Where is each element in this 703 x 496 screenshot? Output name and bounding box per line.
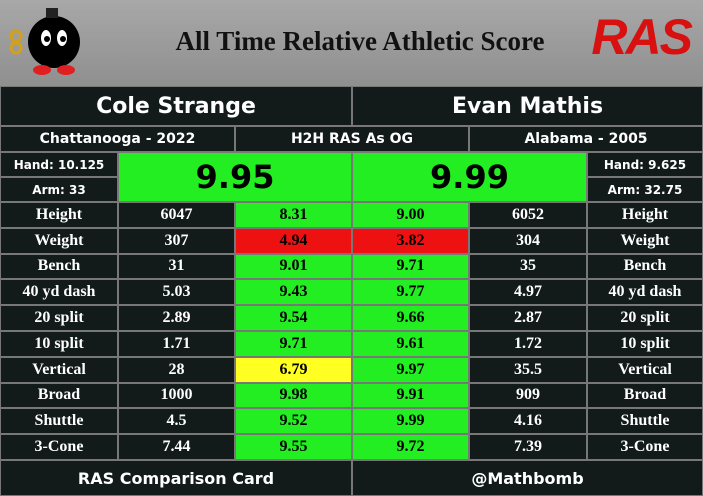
- metric-label: Weight: [587, 227, 703, 254]
- measurement: 307: [118, 227, 235, 254]
- metric-score: 9.55: [235, 434, 352, 460]
- hand-size: Hand: 10.125: [0, 152, 118, 177]
- measurement: 35.5: [469, 356, 587, 383]
- metric-score: 8.31: [235, 202, 352, 228]
- title: All Time Relative Athletic Score: [175, 26, 545, 56]
- metric-label: 40 yd dash: [587, 279, 703, 306]
- column-label: H2H RAS As OG: [235, 126, 469, 152]
- measurement: 304: [469, 227, 587, 254]
- measurement: 6047: [118, 202, 235, 228]
- metric-score: 4.94: [235, 227, 352, 254]
- ras-score: 9.95: [118, 152, 352, 202]
- measurement: 7.39: [469, 434, 587, 460]
- metric-label: Height: [0, 202, 118, 228]
- measurement: 909: [469, 382, 587, 409]
- measurement: 4.16: [469, 408, 587, 435]
- metric-score: 9.99: [352, 408, 469, 435]
- hand-size: Hand: 9.625: [587, 152, 703, 177]
- measurement: 4.5: [118, 408, 235, 435]
- measurement: 4.97: [469, 279, 587, 306]
- metric-score: 9.61: [352, 331, 469, 357]
- metric-label: Broad: [0, 382, 118, 409]
- metric-label: Bench: [587, 253, 703, 280]
- metric-score: 9.00: [352, 202, 469, 228]
- measurement: 1.71: [118, 331, 235, 357]
- metric-label: 20 split: [0, 305, 118, 331]
- mascot: [9, 8, 80, 75]
- measurement: 1000: [118, 382, 235, 409]
- metric-score: 3.82: [352, 227, 469, 254]
- logo: RAS: [591, 9, 693, 65]
- arm-length: Arm: 33: [0, 177, 118, 202]
- metric-score: 9.71: [352, 253, 469, 280]
- metric-label: Vertical: [0, 356, 118, 383]
- metric-label: 3-Cone: [587, 434, 703, 460]
- metric-label: 10 split: [0, 331, 118, 357]
- metric-label: 20 split: [587, 305, 703, 331]
- measurement: 2.87: [469, 305, 587, 331]
- metric-score: 9.66: [352, 305, 469, 331]
- measurement: 5.03: [118, 279, 235, 306]
- metric-score: 9.98: [235, 382, 352, 409]
- measurement: 28: [118, 356, 235, 383]
- metric-score: 9.97: [352, 356, 469, 383]
- arm-length: Arm: 32.75: [587, 177, 703, 202]
- metric-label: 10 split: [587, 331, 703, 357]
- footer-text: RAS Comparison Card: [0, 460, 352, 496]
- metric-score: 9.54: [235, 305, 352, 331]
- metric-label: Bench: [0, 253, 118, 280]
- measurement: 2.89: [118, 305, 235, 331]
- metric-label: Shuttle: [587, 408, 703, 435]
- measurement: 1.72: [469, 331, 587, 357]
- ras-score: 9.99: [352, 152, 587, 202]
- measurement: 31: [118, 253, 235, 280]
- metric-score: 9.71: [235, 331, 352, 357]
- metric-score: 9.43: [235, 279, 352, 306]
- measurement: 6052: [469, 202, 587, 228]
- metric-label: 3-Cone: [0, 434, 118, 460]
- metric-label: 40 yd dash: [0, 279, 118, 306]
- footer-text: @Mathbomb: [352, 460, 703, 496]
- metric-label: Height: [587, 202, 703, 228]
- metric-label: Weight: [0, 227, 118, 254]
- school: Alabama - 2005: [469, 126, 703, 152]
- school: Chattanooga - 2022: [0, 126, 235, 152]
- metric-label: Broad: [587, 382, 703, 409]
- metric-score: 9.77: [352, 279, 469, 306]
- metric-score: 9.01: [235, 253, 352, 280]
- metric-label: Vertical: [587, 356, 703, 383]
- metric-score: 9.91: [352, 382, 469, 409]
- header: All Time Relative Athletic Score RAS: [0, 0, 703, 86]
- measurement: 35: [469, 253, 587, 280]
- measurement: 7.44: [118, 434, 235, 460]
- player-name: Cole Strange: [0, 86, 352, 126]
- metric-score: 9.72: [352, 434, 469, 460]
- metric-score: 6.79: [235, 356, 352, 383]
- metric-score: 9.52: [235, 408, 352, 435]
- player-name: Evan Mathis: [352, 86, 703, 126]
- metric-label: Shuttle: [0, 408, 118, 435]
